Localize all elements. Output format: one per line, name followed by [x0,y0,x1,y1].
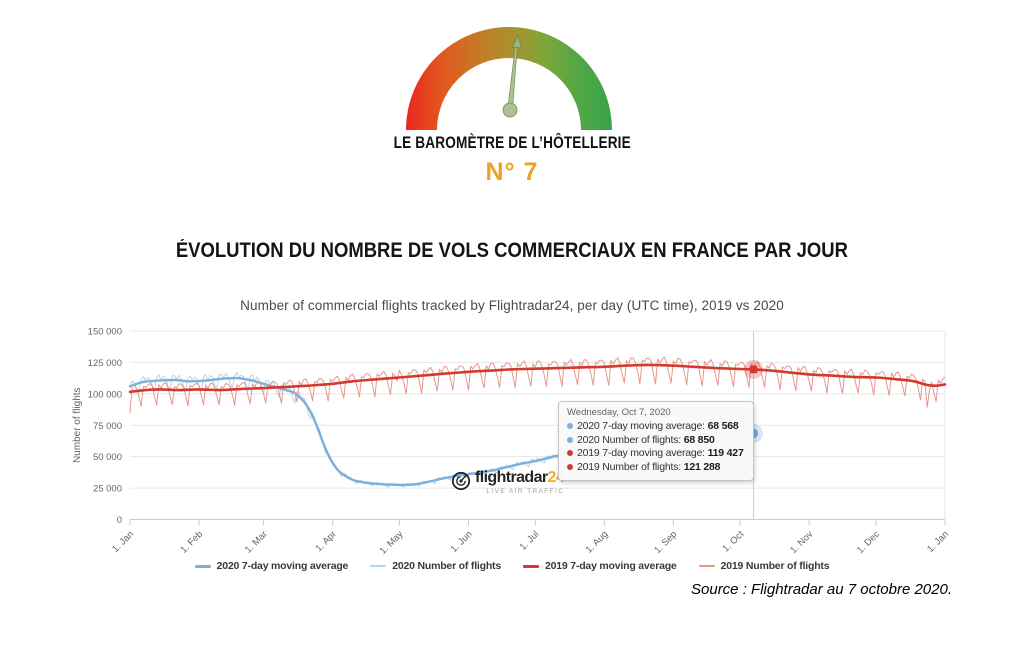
tooltip-row: 2020 7-day moving average: 68 568 [567,420,744,434]
radar-icon [451,471,471,491]
y-tick-label: 25 000 [93,484,122,495]
flightradar24-watermark: flightradar24 LIVE AIR TRAFFIC [450,469,565,500]
tooltip-date: Wednesday, Oct 7, 2020 [567,407,671,418]
legend-label: 2020 Number of flights [392,560,501,572]
watermark-brand: flightradar [475,469,548,486]
legend-item-2019-7-day-moving-average: 2019 7-day moving average [523,560,677,572]
barometer-gauge-icon [406,27,612,130]
legend-item-2019-number-of-flights: 2019 Number of flights [698,560,830,572]
legend-swatch-icon [523,564,539,568]
x-tick-label: 1. Nov [788,529,815,556]
tooltip-bullet-icon [567,450,573,457]
legend-label: 2020 7-day moving average [216,560,349,572]
chart-legend: 2020 7-day moving average 2020 Number of … [0,560,1024,572]
y-axis-title: Number of flights [72,387,83,463]
x-tick-label: 1. Oct [721,529,747,555]
marker-square-2019 [749,365,758,374]
x-tick-label: 1. May [378,529,406,557]
chart-subtitle: Number of commercial flights tracked by … [240,298,784,313]
x-tick-label: 1. Jul [518,529,542,553]
y-tick-label: 75 000 [93,421,122,432]
y-tick-label: 150 000 [88,327,122,338]
x-tick-label: 1. Jun [449,529,475,555]
logo-title: LE BAROMÈTRE DE L’HÔTELLERIE [393,133,631,152]
chart-tooltip: Wednesday, Oct 7, 2020 2020 7-day moving… [558,401,754,482]
legend-swatch-icon [370,565,387,567]
legend-label: 2019 7-day moving average [545,560,677,572]
legend-item-2020-number-of-flights: 2020 Number of flights [370,560,501,572]
gauge-pivot [502,102,518,118]
tooltip-value: 68 850 [683,433,715,446]
page-title: ÉVOLUTION DU NOMBRE DE VOLS COMMERCIAUX … [175,239,849,262]
x-tick-label: 1. Feb [178,529,205,556]
x-tick-label: 1. Jan [925,529,951,555]
y-tick-label: 100 000 [88,389,122,400]
tooltip-row: 2019 7-day moving average: 119 427 [567,447,744,461]
x-tick-label: 1. Sep [652,529,679,556]
watermark-tagline: LIVE AIR TRAFFIC [486,488,565,495]
legend-item-2020-7-day-moving-average: 2020 7-day moving average [194,560,349,572]
legend-swatch-icon [194,564,211,568]
series-line-2019-number-of-flights [129,356,946,413]
gauge-needle-arrowhead [512,34,523,49]
y-tick-label: 125 000 [88,358,122,369]
tooltip-value: 68 568 [707,420,739,432]
y-tick-label: 0 [117,515,122,526]
tooltip-bullet-icon [567,436,573,443]
tooltip-bullet-icon [567,423,573,429]
gauge-arc [406,27,612,130]
tooltip-row: 2019 Number of flights: 121 288 [567,461,744,475]
tooltip-value: 119 427 [707,447,744,460]
legend-swatch-icon [698,565,715,567]
tooltip-row: 2020 Number of flights: 68 850 [567,434,744,448]
x-tick-label: 1. Apr [313,529,338,554]
source-note: Source : Flightradar au 7 octobre 2020. [691,581,952,598]
y-tick-label: 50 000 [93,452,122,463]
x-tick-label: 1. Aug [584,529,611,556]
x-tick-label: 1. Mar [243,529,270,556]
issue-number: N° 7 [485,158,539,186]
tooltip-bullet-icon [567,463,573,470]
x-tick-label: 1. Jan [110,529,136,555]
legend-label: 2019 Number of flights [720,560,830,572]
tooltip-value: 121 288 [683,460,721,473]
x-tick-label: 1. Dec [855,529,882,556]
series-line-2019-7-day-moving-average [128,363,947,394]
